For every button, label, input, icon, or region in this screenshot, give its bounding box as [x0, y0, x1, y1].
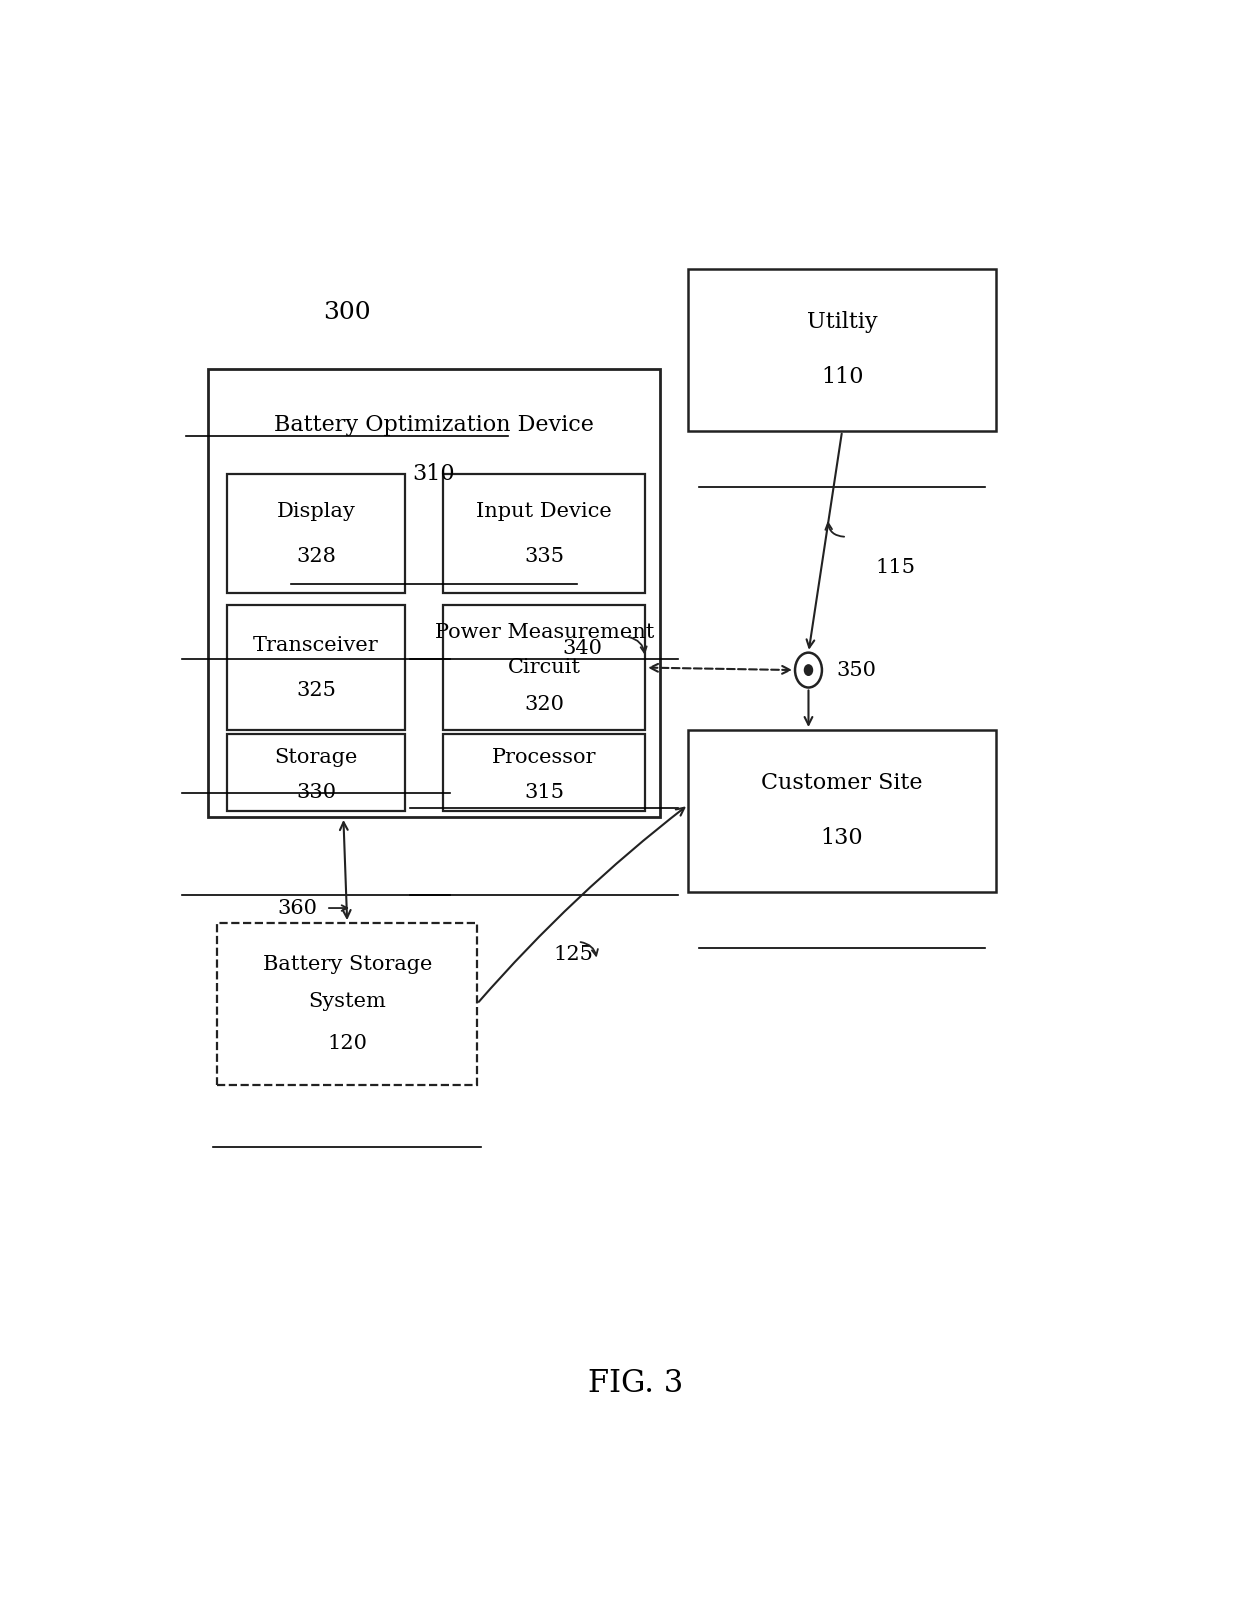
Bar — [227, 474, 404, 592]
Text: 320: 320 — [525, 696, 564, 715]
Text: 328: 328 — [296, 547, 336, 566]
Text: Utiltiy: Utiltiy — [807, 312, 878, 333]
Bar — [444, 474, 645, 592]
Text: 315: 315 — [525, 783, 564, 801]
Text: Customer Site: Customer Site — [761, 772, 923, 794]
Bar — [208, 369, 660, 817]
Circle shape — [805, 665, 812, 675]
Text: 330: 330 — [296, 783, 336, 801]
Text: Battery Optimization Device: Battery Optimization Device — [274, 414, 594, 435]
Text: Storage: Storage — [274, 748, 357, 767]
Text: 325: 325 — [296, 681, 336, 699]
Text: 120: 120 — [327, 1034, 367, 1053]
Text: 115: 115 — [875, 558, 915, 578]
Text: 335: 335 — [525, 547, 564, 566]
Text: FIG. 3: FIG. 3 — [588, 1369, 683, 1400]
Bar — [444, 733, 645, 811]
Text: 360: 360 — [278, 898, 317, 917]
Text: 125: 125 — [553, 945, 593, 964]
Text: 300: 300 — [324, 301, 371, 324]
Bar — [444, 605, 645, 730]
Text: System: System — [309, 992, 386, 1011]
Bar — [688, 730, 996, 892]
Bar — [688, 269, 996, 430]
Text: Transceiver: Transceiver — [253, 636, 379, 655]
Bar — [227, 605, 404, 730]
Text: 340: 340 — [563, 639, 603, 659]
Text: 310: 310 — [413, 463, 455, 485]
Text: Battery Storage: Battery Storage — [263, 955, 432, 974]
Bar — [227, 733, 404, 811]
Bar — [217, 922, 477, 1086]
Text: Processor: Processor — [492, 748, 596, 767]
Text: Display: Display — [277, 502, 356, 521]
Text: Power Measurement: Power Measurement — [434, 623, 653, 642]
Text: 130: 130 — [821, 827, 863, 849]
Text: Circuit: Circuit — [507, 659, 580, 676]
Text: Input Device: Input Device — [476, 502, 613, 521]
Text: 350: 350 — [837, 660, 877, 680]
Text: 110: 110 — [821, 366, 863, 388]
